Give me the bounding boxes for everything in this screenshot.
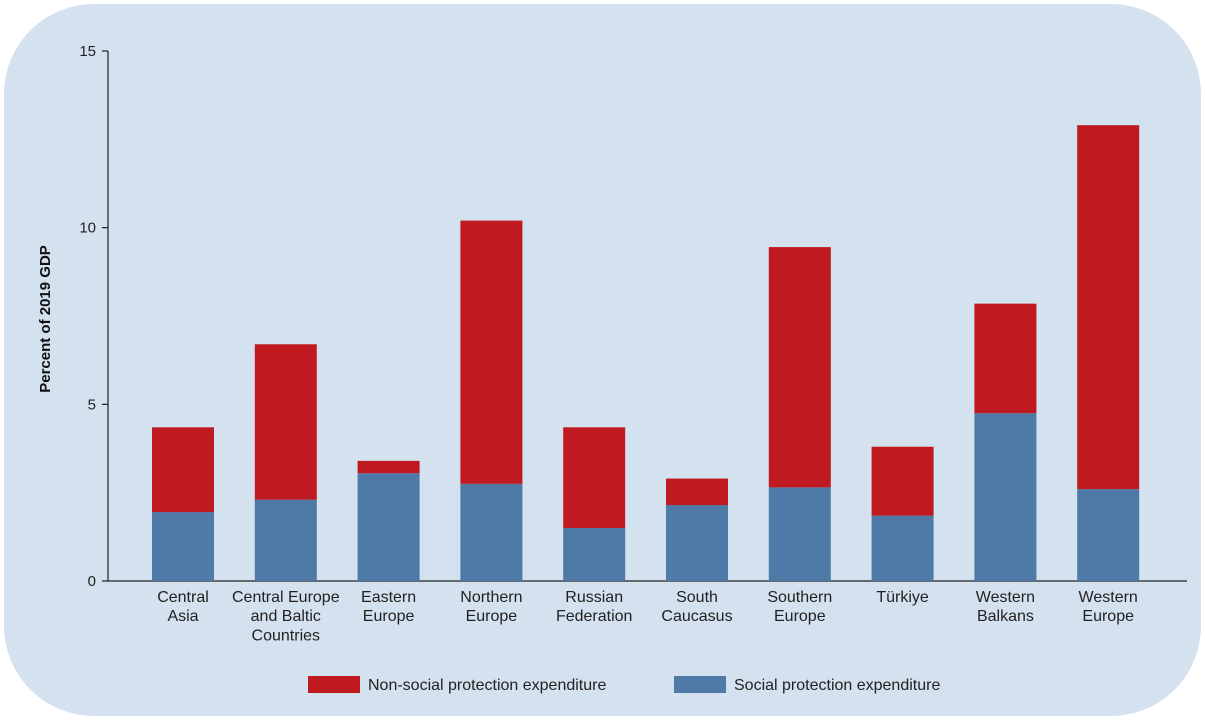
x-tick-label-2: Eastern Europe [361, 589, 416, 625]
x-tick-label-5: South Caucasus [661, 589, 732, 625]
x-tick-label-0: Central Asia [157, 589, 209, 625]
non-social-bar-4 [563, 427, 626, 528]
legend-label-1: Social protection expenditure [734, 677, 940, 694]
legend-swatch-0 [308, 676, 360, 693]
non-social-bar-9 [1077, 125, 1140, 490]
social-bar-8 [974, 413, 1037, 581]
x-tick-labels: Central Asia Central Europe and Baltic Count… [157, 589, 1138, 644]
x-tick-label-3: Northern Europe [460, 589, 522, 625]
non-social-bar-6 [768, 247, 831, 488]
legend-label-0: Non-social protection expenditure [368, 677, 606, 694]
chart-panel: Central Asia Central Europe and Baltic Count… [4, 4, 1201, 716]
y-tick-labels: 0 5 10 15 [79, 43, 96, 590]
social-bar-1 [254, 499, 317, 581]
bars [152, 125, 1140, 581]
social-bar-2 [357, 473, 420, 581]
social-bar-3 [460, 483, 523, 581]
non-social-bar-2 [357, 460, 420, 474]
legend-swatch-1 [674, 676, 726, 693]
non-social-bar-0 [152, 427, 214, 513]
social-bar-9 [1077, 489, 1140, 581]
y-tick-label: 5 [88, 396, 96, 413]
y-axis-label: Percent of 2019 GDP [37, 245, 54, 393]
x-tick-label-1: Central Europe and Baltic Countries [232, 589, 340, 644]
social-bar-5 [666, 505, 728, 581]
social-bar-6 [768, 487, 831, 581]
non-social-bar-7 [871, 446, 934, 516]
non-social-bar-8 [974, 303, 1037, 414]
legend: Non-social protection expenditure Social … [308, 676, 940, 694]
x-tick-label-8: Western Balkans [976, 589, 1035, 625]
non-social-bar-1 [254, 344, 317, 500]
y-tick-label: 15 [79, 43, 96, 60]
non-social-bar-3 [460, 220, 523, 484]
y-tick-label: 10 [79, 220, 96, 237]
stacked-bar-chart: Central Asia Central Europe and Baltic Count… [37, 43, 1187, 694]
non-social-bar-5 [666, 478, 728, 506]
social-bar-4 [563, 528, 626, 581]
social-bar-0 [152, 512, 214, 581]
y-tick-label: 0 [88, 573, 96, 590]
x-tick-label-7: Türkiye [876, 589, 929, 606]
social-bar-7 [871, 515, 934, 581]
x-tick-label-6: Southern Europe [767, 589, 832, 625]
x-tick-label-9: Western Europe [1079, 589, 1138, 625]
x-tick-label-4: Russian Federation [556, 589, 633, 625]
